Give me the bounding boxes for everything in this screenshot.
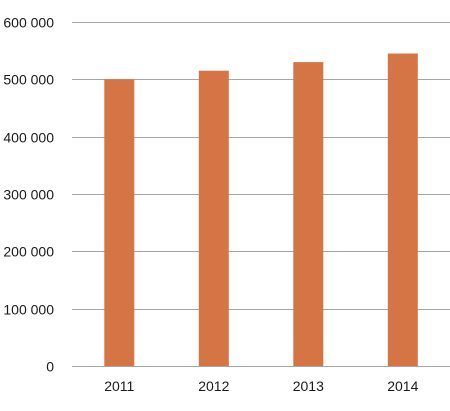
y-tick-label-6: 600 000 (3, 15, 54, 31)
x-tick-label-2011: 2011 (104, 378, 134, 394)
bars (104, 53, 418, 367)
y-tick-label-3: 300 000 (3, 187, 54, 203)
y-tick-label-4: 400 000 (3, 130, 54, 146)
x-tick-label-2012: 2012 (198, 378, 229, 394)
gridlines (72, 22, 450, 367)
bar-2011 (104, 79, 135, 367)
bar-2014 (387, 53, 418, 366)
bar-2013 (293, 62, 324, 366)
x-tick-label-2013: 2013 (293, 378, 324, 394)
y-tick-label-5: 500 000 (3, 72, 54, 88)
y-tick-label-2: 200 000 (3, 244, 54, 260)
x-axis-tick-labels: 2011 2012 2013 2014 (104, 378, 418, 394)
y-axis-tick-labels: 0 100 000 200 000 300 000 400 000 500 000 600 … (3, 15, 54, 375)
y-tick-label-1: 100 000 (3, 302, 54, 318)
bar-2012 (198, 70, 229, 366)
y-tick-label-0: 0 (46, 359, 54, 375)
x-tick-label-2014: 2014 (387, 378, 418, 394)
